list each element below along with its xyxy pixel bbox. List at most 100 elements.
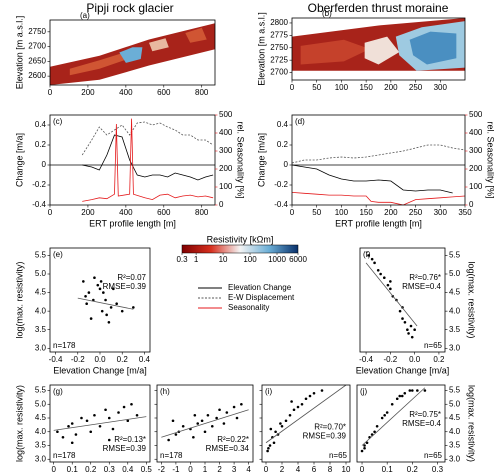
n-label: n=65 [424, 451, 443, 460]
panel-label: (h) [160, 387, 170, 396]
point [84, 294, 87, 298]
fit-line [161, 409, 249, 438]
point [107, 438, 111, 442]
x-tick-label: 2 [280, 465, 285, 474]
point [105, 313, 108, 317]
point [395, 397, 399, 401]
x-tick-label: 3 [232, 465, 237, 474]
point [296, 405, 300, 409]
point [308, 394, 312, 398]
panel-label: (a) [80, 11, 90, 20]
point [111, 427, 115, 431]
series-line [82, 134, 214, 181]
x-axis-label: ERT profile length [m] [335, 218, 422, 228]
y2-tick-label: 400 [219, 128, 233, 137]
point [107, 320, 111, 324]
x-tick-label: 0.2 [433, 355, 445, 364]
y2-tick-label: 200 [469, 164, 483, 173]
y-tick-label: 5.0 [449, 269, 461, 278]
point [93, 276, 96, 280]
x-tick-label: 1 [203, 465, 208, 474]
y-axis-label: log(max. resistivity) [467, 385, 477, 462]
plot-frame [49, 19, 216, 86]
y-tick-label: -0.4 [274, 200, 288, 209]
point [290, 400, 293, 403]
x-tick-label: 350 [458, 208, 472, 217]
x-tick-label: 150 [359, 83, 373, 92]
stat-label: RMSE=0.39 [103, 282, 147, 291]
x-tick-label: 200 [384, 208, 398, 217]
point [93, 413, 96, 417]
y-tick-label: 5.0 [35, 269, 47, 278]
point [320, 389, 324, 392]
plot-area [292, 144, 465, 205]
point [288, 413, 292, 417]
colorbar [181, 244, 299, 254]
point [390, 402, 394, 406]
legend-label: Elevation Change [228, 283, 292, 292]
x-tick-label: -2 [158, 465, 166, 474]
point [411, 389, 414, 392]
point [193, 413, 197, 417]
series-line [81, 121, 214, 156]
colorbar-tick-label: 100 [243, 255, 257, 264]
point [104, 408, 107, 412]
section-fill [185, 27, 207, 43]
point [200, 419, 204, 423]
y2-tick-label: 100 [469, 182, 483, 191]
point [267, 446, 270, 450]
section-fill [364, 36, 400, 65]
series-line [292, 164, 453, 194]
point [240, 402, 243, 406]
plot-frame [359, 247, 446, 353]
plot-area [365, 254, 418, 339]
colorbar-tick-label: 0.3 [176, 255, 188, 264]
point [196, 422, 200, 425]
series-line [292, 192, 465, 205]
stat-label: R²=0.07 [117, 273, 146, 282]
plot-frame [291, 114, 466, 206]
legend-label: Seasonality [228, 303, 269, 312]
x-tick-label: 200 [81, 208, 95, 217]
point [167, 438, 170, 442]
y-tick-label: 2800 [270, 18, 288, 27]
y-tick-label: 3.5 [35, 441, 47, 450]
y-tick-label: 0.2 [277, 140, 289, 149]
point [413, 328, 416, 332]
stat-label: RMSE=0.4 [402, 419, 441, 428]
x-tick-label: 200 [81, 88, 95, 97]
y2-tick-label: 300 [219, 146, 233, 155]
point [383, 413, 386, 417]
panel-label: (i) [265, 387, 272, 396]
colorbar-tick-label: 1000 [268, 255, 286, 264]
stat-label: R²=0.70* [314, 422, 346, 431]
section-fill [300, 39, 370, 65]
y-tick-label: 2750 [28, 27, 46, 36]
y-tick-label: 2725 [270, 55, 288, 64]
point [67, 424, 70, 428]
x-tick-label: 4 [296, 465, 301, 474]
x-tick-label: 0.2 [85, 465, 97, 474]
y-tick-label: 0.2 [35, 140, 47, 149]
x-tick-label: 0 [290, 208, 295, 217]
point [279, 422, 282, 425]
stat-label: RMSE=0.39 [303, 431, 347, 440]
x-tick-label: 150 [359, 208, 373, 217]
colorbar-tick-label: 6000 [289, 255, 307, 264]
point [96, 283, 100, 287]
y-tick-label: 0.4 [35, 120, 47, 129]
y-tick-label: 3.0 [35, 343, 47, 352]
point [222, 422, 226, 425]
point [120, 309, 124, 313]
point [80, 416, 83, 420]
point [203, 430, 207, 434]
y-axis-label: Elevation [m a.s.l.] [14, 16, 24, 90]
y-tick-label: 3.5 [449, 325, 461, 334]
point [102, 291, 105, 294]
stat-label: RMSE=0.34 [206, 444, 250, 453]
section-fill [69, 52, 125, 76]
point [112, 287, 115, 291]
x-tick-label: 0.2 [407, 465, 419, 474]
y-tick-label: 5.5 [35, 386, 47, 395]
point [376, 268, 380, 272]
